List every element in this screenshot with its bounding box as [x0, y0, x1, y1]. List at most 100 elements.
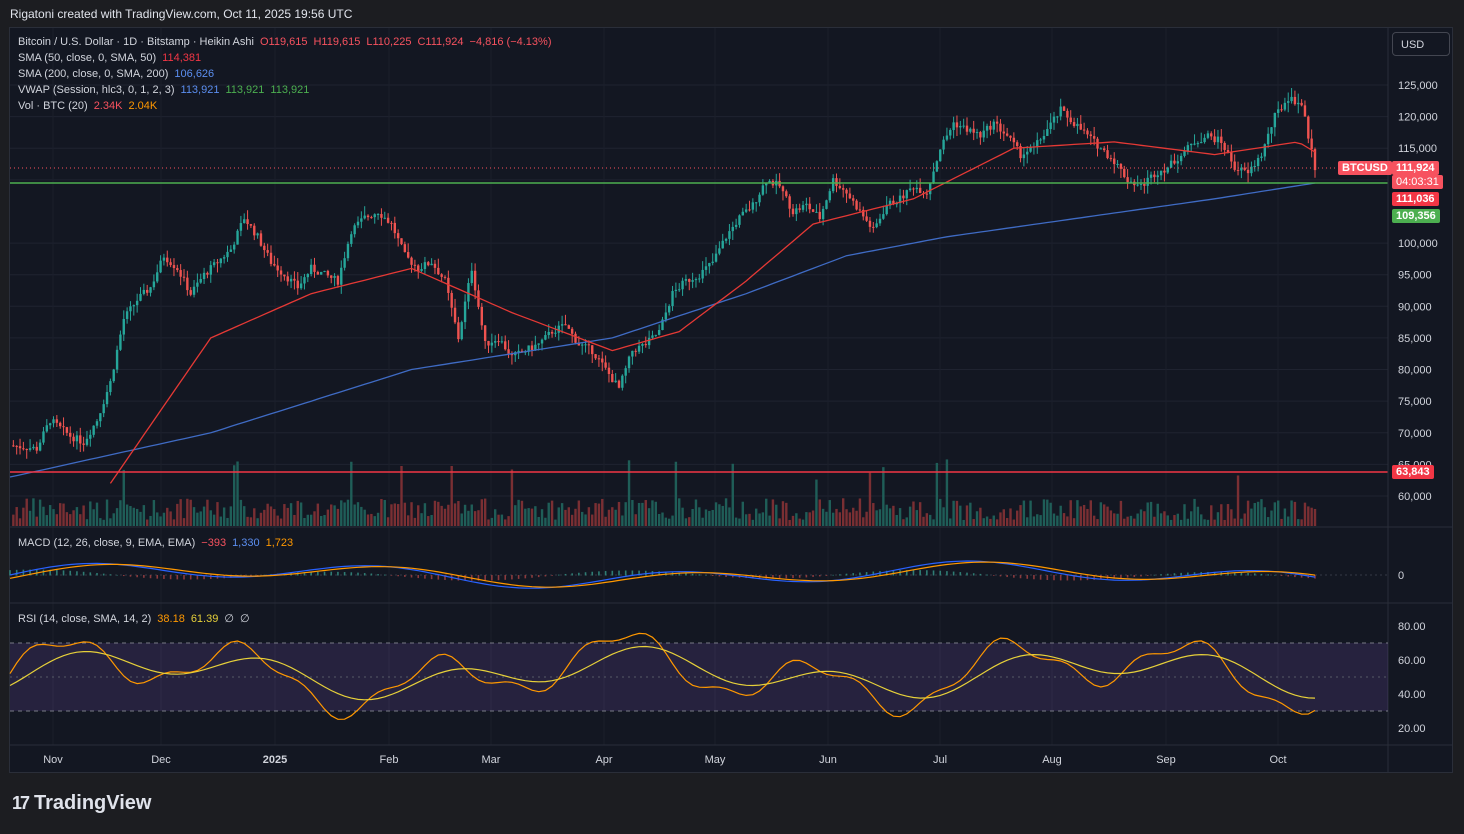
macd-histogram-bar	[1193, 572, 1196, 576]
volume-bar	[236, 461, 239, 526]
volume-bar	[1009, 508, 1012, 526]
volume-bar	[473, 511, 477, 526]
vol-label[interactable]: Vol · BTC (20)	[18, 100, 88, 112]
macd-histogram-bar	[156, 575, 159, 579]
candle-body	[738, 215, 741, 225]
volume-bar	[939, 498, 942, 526]
candle-body	[239, 223, 243, 231]
symbol-title[interactable]: Bitcoin / U.S. Dollar · 1D · Bitstamp · …	[18, 36, 254, 48]
macd-histogram-bar	[685, 573, 687, 576]
volume-bar	[507, 516, 510, 526]
volume-bar	[771, 499, 775, 526]
macd-histogram-bar	[544, 575, 547, 577]
macd-histogram-bar	[531, 575, 533, 578]
candle-body	[1012, 137, 1016, 143]
candle-body	[1159, 170, 1163, 176]
candle-body	[1099, 148, 1103, 150]
volume-bar	[490, 517, 494, 526]
volume-bar	[781, 501, 785, 526]
volume-bar	[253, 508, 256, 526]
rsi-value-2: 61.39	[190, 613, 219, 625]
volume-bar	[1146, 502, 1149, 526]
volume-bar	[89, 501, 92, 526]
candle-body	[45, 425, 49, 432]
volume-bar	[1290, 500, 1293, 526]
volume-bar	[1089, 500, 1093, 526]
currency-button[interactable]: USD	[1392, 32, 1450, 56]
macd-label[interactable]: MACD (12, 26, close, 9, EMA, EMA)	[18, 537, 196, 549]
volume-bar	[731, 463, 734, 526]
candle-body	[326, 270, 330, 276]
volume-bar	[212, 514, 216, 526]
volume-bar	[574, 508, 577, 526]
candle-body	[427, 262, 430, 266]
candle-body	[711, 261, 714, 263]
price-tick-label: 120,000	[1398, 112, 1438, 124]
volume-bar	[1066, 516, 1069, 526]
vol-value-2: 2.04K	[128, 100, 158, 112]
candle-body	[949, 130, 952, 136]
vwap-label[interactable]: VWAP (Session, hlc3, 0, 1, 2, 3)	[18, 84, 175, 96]
macd-histogram-bar	[1253, 573, 1256, 576]
candle-body	[1287, 101, 1290, 103]
chart-frame[interactable]	[9, 27, 1453, 773]
candle-body	[1250, 166, 1253, 174]
volume-bar	[390, 504, 393, 526]
candle-body	[664, 312, 668, 320]
candle-body	[758, 194, 761, 203]
macd-histogram-bar	[1079, 575, 1082, 581]
candle-body	[1126, 177, 1129, 183]
rsi-tick-label: 20.00	[1398, 723, 1426, 735]
macd-histogram-bar	[564, 573, 567, 576]
macd-histogram-bar	[1294, 575, 1296, 578]
macd-histogram-bar	[163, 575, 165, 579]
volume-bar	[1062, 513, 1066, 526]
volume-bar	[674, 461, 678, 526]
candle-body	[166, 257, 169, 263]
volume-bar	[243, 506, 246, 526]
macd-histogram-bar	[711, 575, 714, 576]
candle-body	[795, 208, 798, 215]
sma50-label[interactable]: SMA (50, close, 0, SMA, 50)	[18, 52, 157, 64]
macd-histogram-bar	[323, 571, 326, 576]
price-tick-label: 75,000	[1398, 396, 1432, 408]
volume-bar	[758, 513, 761, 526]
candle-body	[1039, 139, 1042, 141]
candle-body	[1052, 116, 1056, 123]
candle-body	[1072, 122, 1076, 127]
macd-histogram-bar	[852, 573, 855, 576]
macd-histogram-bar	[691, 573, 694, 576]
volume-bar	[1136, 513, 1139, 526]
volume-bar	[868, 472, 872, 526]
volume-bar	[761, 512, 765, 526]
macd-histogram-bar	[725, 575, 727, 577]
candle-body	[477, 290, 480, 307]
candle-body	[196, 282, 199, 287]
volume-bar	[611, 507, 614, 526]
candle-body	[186, 277, 189, 291]
candle-body	[256, 233, 259, 236]
volume-bar	[447, 504, 450, 526]
macd-histogram-bar	[1120, 575, 1122, 579]
candle-body	[1273, 112, 1277, 128]
volume-bar	[841, 498, 845, 526]
candle-body	[386, 217, 390, 223]
candle-body	[979, 132, 982, 138]
volume-bar	[356, 502, 360, 526]
macd-histogram-bar	[1267, 574, 1269, 576]
macd-histogram-bar	[992, 575, 995, 576]
volume-bar	[550, 500, 554, 526]
macd-histogram-bar	[1153, 574, 1156, 576]
sma200-label[interactable]: SMA (200, close, 0, SMA, 200)	[18, 68, 169, 80]
volume-bar	[1236, 475, 1240, 526]
macd-histogram-bar	[1006, 575, 1008, 578]
macd-histogram-bar	[383, 574, 386, 576]
rsi-label[interactable]: RSI (14, close, SMA, 14, 2)	[18, 613, 152, 625]
volume-bar	[591, 514, 594, 526]
macd-histogram-bar	[76, 571, 78, 576]
tradingview-logo[interactable]: 17 TradingView	[12, 792, 151, 815]
volume-bar	[1189, 511, 1193, 526]
candle-body	[751, 202, 755, 210]
candle-body	[1179, 155, 1183, 162]
